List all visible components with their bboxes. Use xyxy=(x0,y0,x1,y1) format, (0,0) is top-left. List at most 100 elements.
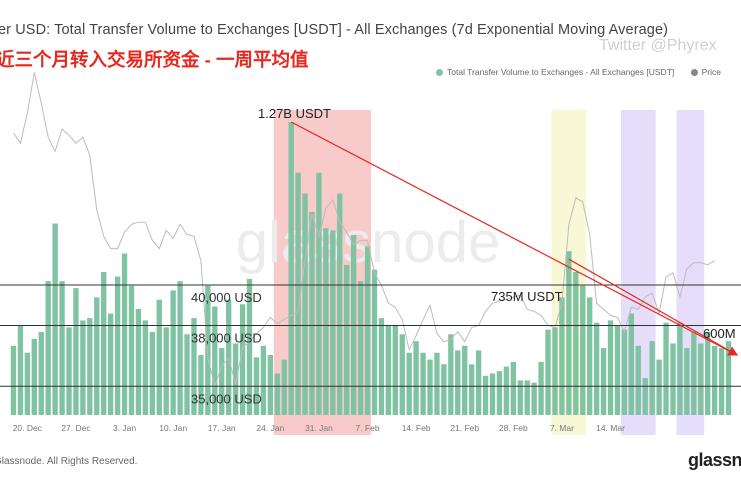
volume-bar xyxy=(503,366,510,415)
watermark: Twitter @Phyrex xyxy=(599,37,717,54)
volume-bar xyxy=(94,297,100,415)
volume-bar xyxy=(587,297,593,415)
volume-bar xyxy=(24,352,31,415)
x-tick-label: 27. Dec xyxy=(61,423,91,433)
legend-label-price: Price xyxy=(701,67,721,77)
volume-bar xyxy=(295,172,301,415)
volume-bar xyxy=(163,327,169,415)
volume-bar xyxy=(489,373,496,415)
volume-bar xyxy=(725,341,732,415)
trend-arrows: 1.27B USDT 735M USDT 600M xyxy=(258,106,739,356)
x-tick-label: 21. Feb xyxy=(450,423,479,433)
trend-arrow-mid xyxy=(568,258,739,356)
volume-bar xyxy=(357,281,364,415)
x-tick-label: 31. Jan xyxy=(305,423,333,433)
x-tick-label: 17. Jan xyxy=(208,423,236,433)
x-tick-label: 10. Jan xyxy=(159,423,187,433)
volume-bar xyxy=(281,359,287,415)
volume-bar xyxy=(621,329,628,415)
volume-bar xyxy=(267,355,274,415)
annotation-peak: 1.27B USDT xyxy=(258,106,331,121)
volume-bar xyxy=(128,285,135,415)
volume-bar xyxy=(274,373,280,415)
volume-bar xyxy=(219,348,225,415)
volume-bar xyxy=(684,348,690,415)
volume-bar xyxy=(434,352,440,415)
volume-bar xyxy=(413,341,419,415)
volume-bar xyxy=(73,288,79,415)
volume-bar xyxy=(392,325,398,415)
volume-bar xyxy=(149,331,155,415)
brand-logo: glassnode xyxy=(688,450,741,470)
volume-bar xyxy=(552,327,558,415)
volume-bar xyxy=(468,364,475,415)
volume-bar xyxy=(545,329,551,415)
volume-bar xyxy=(246,278,253,415)
volume-bar xyxy=(385,325,392,415)
volume-bar xyxy=(66,327,72,415)
volume-bar xyxy=(559,297,565,415)
volume-bar xyxy=(59,281,65,415)
volume-bar xyxy=(670,343,676,415)
volume-bar xyxy=(649,341,655,415)
volume-bar xyxy=(705,331,711,415)
volume-bar xyxy=(593,322,600,415)
price-level-label: 38,000 USD xyxy=(191,331,262,346)
x-tick-label: 28. Feb xyxy=(499,423,528,433)
volume-bar xyxy=(524,380,530,415)
x-tick-label: 20. Dec xyxy=(13,423,43,433)
volume-bar xyxy=(212,306,218,415)
legend-swatch-price xyxy=(690,69,698,77)
volume-bar xyxy=(718,348,725,415)
annotation-mid: 735M USDT xyxy=(491,289,563,304)
volume-bar xyxy=(170,290,176,415)
volume-bar xyxy=(580,285,586,415)
legend-item-volume[interactable]: Total Transfer Volume to Exchanges - All… xyxy=(436,67,674,77)
volume-bar xyxy=(107,313,114,415)
volume-bar xyxy=(323,228,329,415)
volume-bar xyxy=(309,211,315,415)
volume-bar xyxy=(642,378,648,415)
volume-bar xyxy=(371,269,378,415)
volume-bar xyxy=(517,380,523,415)
x-tick-label: 14. Feb xyxy=(402,423,431,433)
volume-bar xyxy=(135,308,142,415)
volume-bar xyxy=(607,320,614,415)
volume-bar xyxy=(31,338,37,415)
x-tick-label: 3. Jan xyxy=(113,423,136,433)
volume-bar xyxy=(635,345,641,415)
volume-bar xyxy=(566,251,572,415)
volume-bar xyxy=(142,320,149,415)
volume-bar xyxy=(232,343,239,415)
volume-bar xyxy=(406,352,412,415)
price-line xyxy=(13,72,715,389)
volume-bar xyxy=(614,325,621,415)
copyright-text: Glassnode. All Rights Reserved. xyxy=(0,456,138,467)
volume-bar xyxy=(455,350,461,415)
volume-bar xyxy=(45,281,51,415)
volume-bar xyxy=(475,350,482,415)
volume-bar xyxy=(427,359,433,415)
volume-bar xyxy=(663,322,669,415)
volume-bar xyxy=(691,331,697,415)
volume-bar xyxy=(677,322,683,415)
volume-bar xyxy=(399,334,405,415)
legend-label-volume: Total Transfer Volume to Exchanges - All… xyxy=(447,67,675,77)
x-tick-label: 7. Feb xyxy=(355,423,379,433)
annotation-title: 近三个月转入交易所资金 - 一周平均值 xyxy=(0,49,309,70)
volume-bar xyxy=(191,318,197,415)
x-tick-label: 14. Mar xyxy=(596,423,625,433)
x-tick-label: 24. Jan xyxy=(256,423,284,433)
x-axis-ticks: 20. Dec 27. Dec 3. Jan 10. Jan 17. Jan 24. Ja… xyxy=(13,423,625,433)
volume-bar xyxy=(38,331,44,415)
volume-bar xyxy=(600,348,607,415)
legend-item-price[interactable]: Price xyxy=(690,67,721,77)
volume-bar xyxy=(330,230,336,415)
volume-bar xyxy=(510,361,516,415)
volume-bar xyxy=(302,193,308,415)
volume-bar xyxy=(80,320,86,415)
x-tick-label: 7. Mar xyxy=(550,423,574,433)
price-level-label: 40,000 USD xyxy=(191,290,262,305)
price-level-lines: 40,000 USD 38,000 USD 35,000 USD xyxy=(0,284,741,406)
